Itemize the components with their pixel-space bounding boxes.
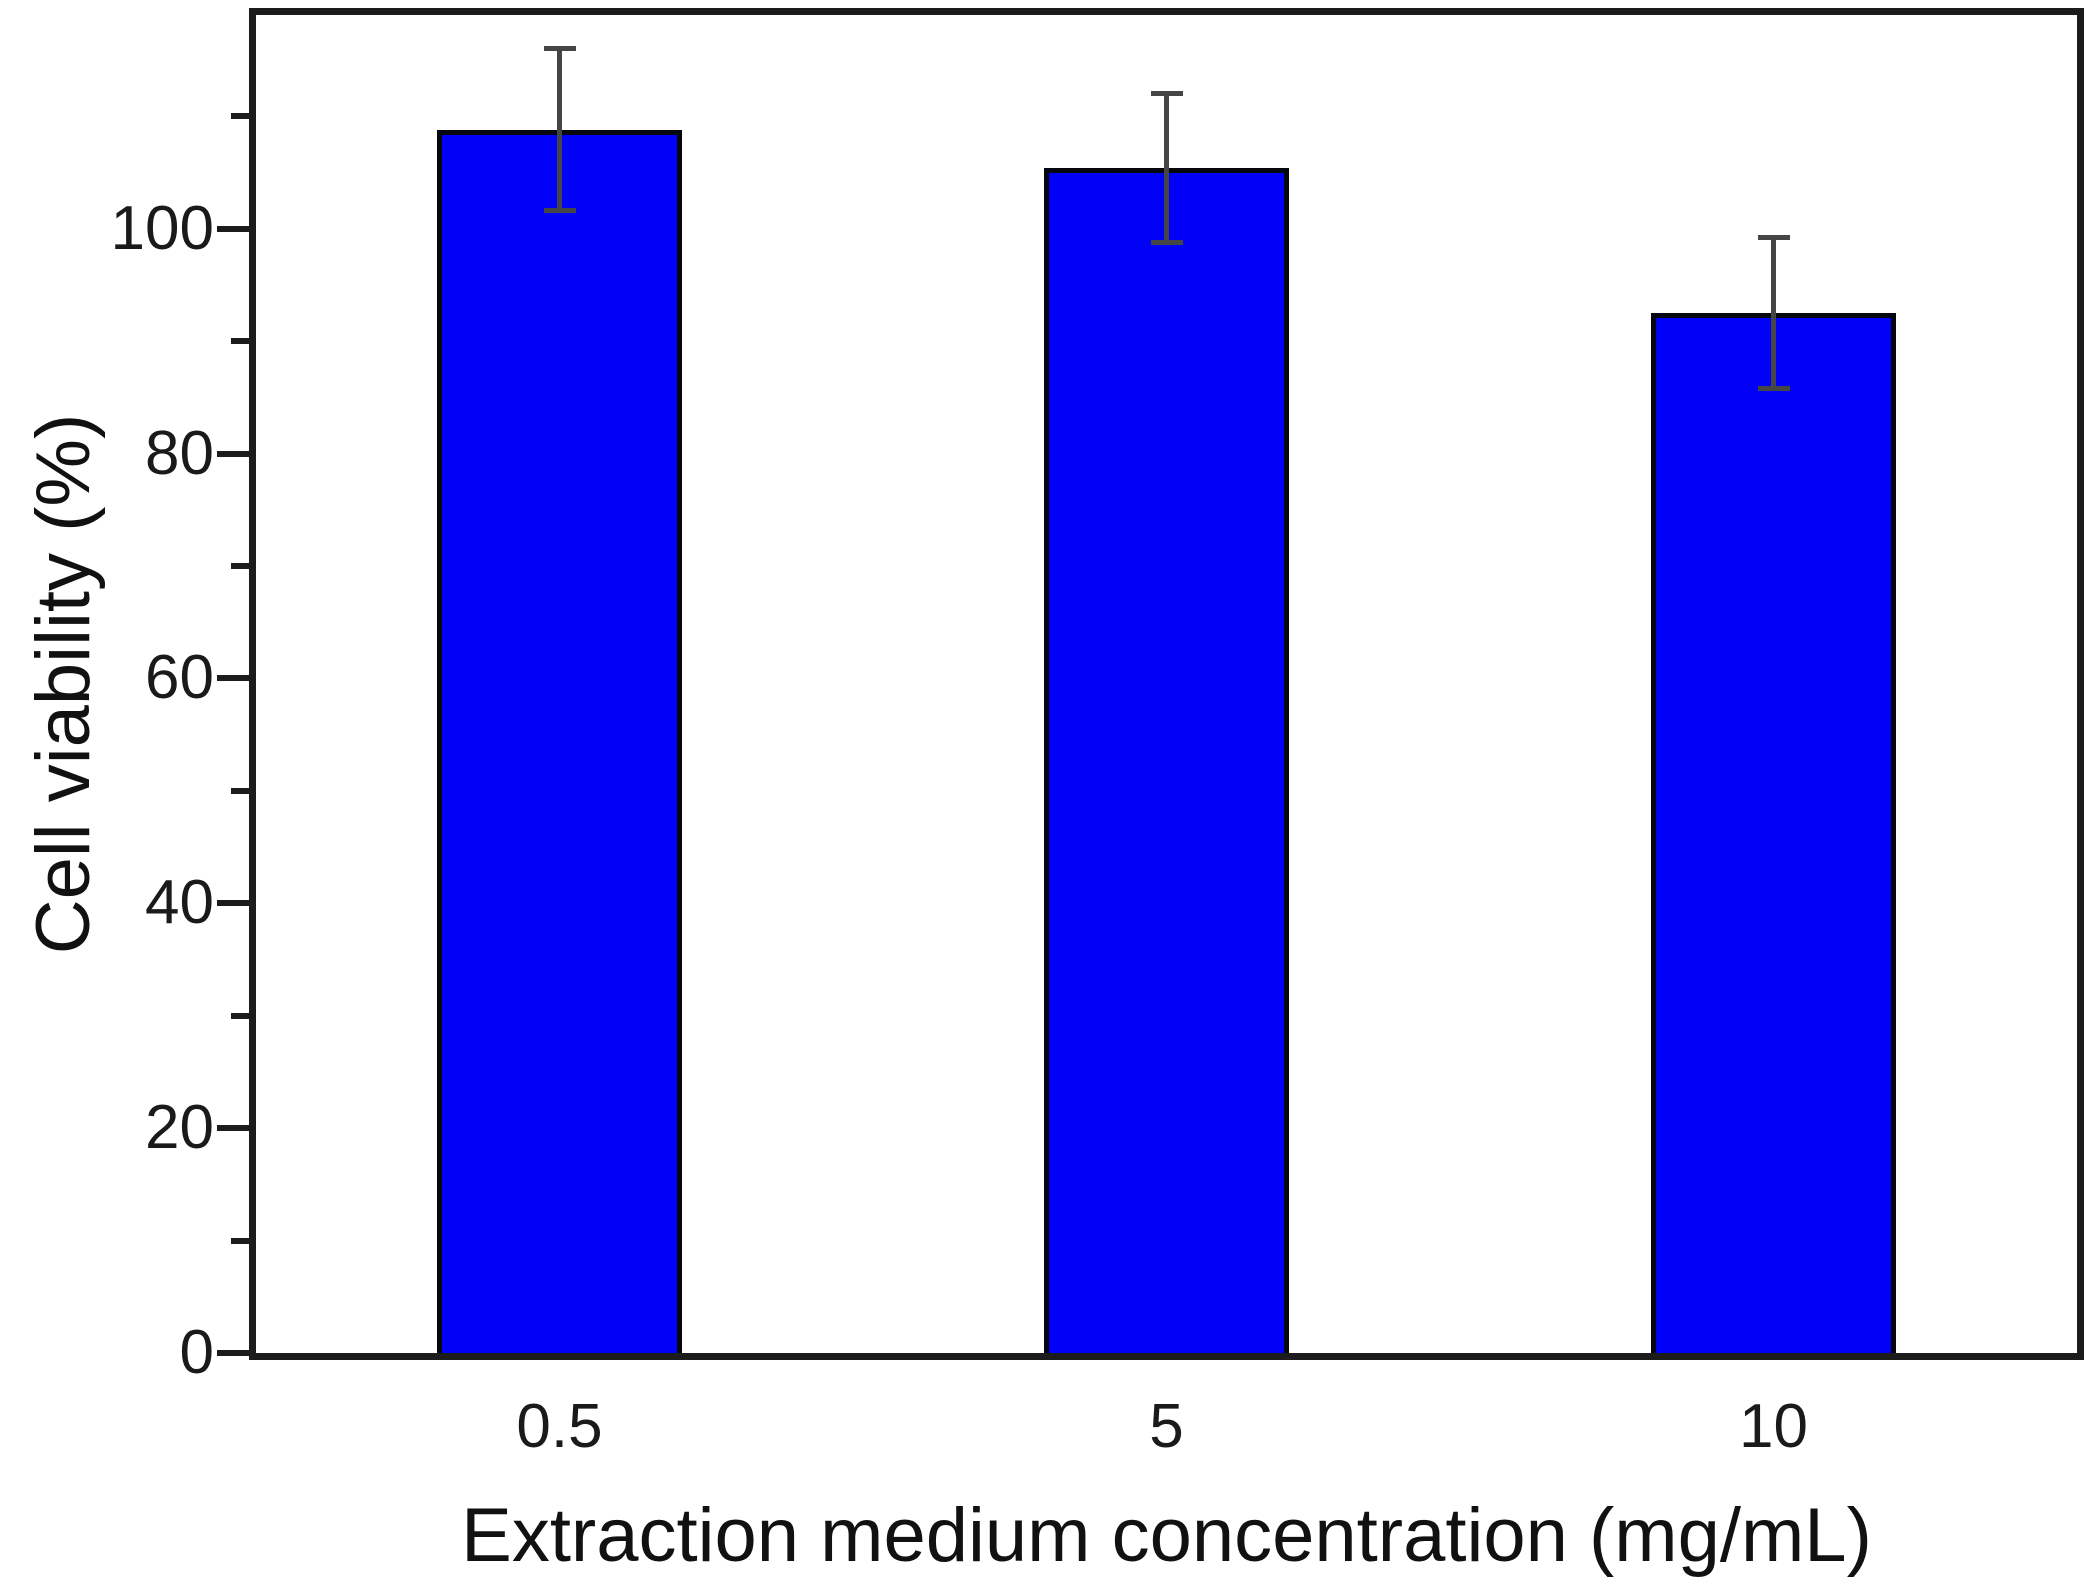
x-tick-label: 10 [1739, 1392, 1808, 1461]
y-axis-major-tick [217, 900, 249, 907]
y-axis-minor-tick [231, 787, 249, 794]
error-bar-cap [1757, 235, 1790, 241]
y-axis-minor-tick [231, 1012, 249, 1019]
y-tick-label: 60 [145, 643, 214, 713]
y-tick-label: 20 [145, 1093, 214, 1163]
y-axis-major-tick [217, 450, 249, 457]
error-bar-line [557, 48, 562, 211]
y-axis-major-tick [217, 1125, 249, 1132]
error-bar-cap [1150, 91, 1183, 97]
error-bar-cap [543, 208, 576, 214]
error-bar-cap [1150, 239, 1183, 245]
error-bar-cap [543, 46, 576, 52]
bar [1651, 312, 1896, 1353]
x-axis-title: Extraction medium concentration (mg/mL) [461, 1493, 1872, 1578]
y-axis-major-tick [217, 675, 249, 682]
y-tick-label: 40 [145, 868, 214, 938]
bar [437, 129, 682, 1353]
x-tick-label: 0.5 [516, 1392, 603, 1461]
x-tick-label: 5 [1149, 1392, 1184, 1461]
error-bar-cap [1757, 385, 1790, 391]
bar [1044, 167, 1289, 1353]
y-axis-major-tick [217, 225, 249, 232]
y-axis-major-tick [217, 1350, 249, 1356]
error-bar-line [1771, 237, 1776, 389]
y-tick-label: 100 [110, 193, 214, 263]
y-tick-label: 80 [145, 418, 214, 488]
y-axis-title-text: Cell viability (%) [21, 413, 106, 955]
y-axis-minor-tick [231, 113, 249, 120]
error-bar-line [1164, 93, 1169, 243]
y-axis-minor-tick [231, 338, 249, 345]
plot-area [249, 8, 2084, 1360]
y-axis-minor-tick [231, 562, 249, 569]
y-axis-minor-tick [231, 1237, 249, 1244]
y-tick-label: 0 [179, 1318, 214, 1387]
